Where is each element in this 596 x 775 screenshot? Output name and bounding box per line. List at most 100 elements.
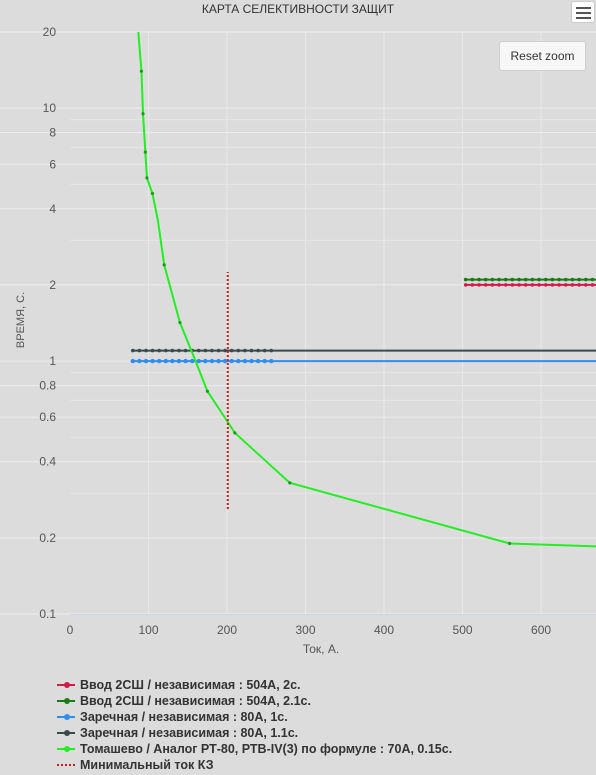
- series-1-marker: [517, 277, 521, 282]
- series-1-marker: [490, 277, 495, 282]
- series-4-marker: [141, 112, 145, 116]
- series-0-marker: [503, 283, 508, 287]
- series-3-marker: [262, 348, 267, 353]
- series-3-marker: [163, 348, 168, 353]
- series-2-marker: [216, 358, 221, 364]
- x-axis-title: Ток, А.: [303, 642, 339, 656]
- series-3-marker: [269, 348, 274, 353]
- series-0[interactable]: [463, 283, 596, 287]
- y-tick-label: 10: [43, 101, 57, 115]
- x-tick-label: 500: [453, 623, 473, 637]
- y-tick-label: 0.4: [39, 455, 56, 469]
- x-tick-label: 0: [67, 623, 74, 637]
- series-0-marker: [590, 283, 595, 287]
- legend-item-2[interactable]: Заречная / независимая : 80А, 1с.: [56, 709, 452, 725]
- reset-zoom-button[interactable]: Reset zoom: [499, 41, 586, 71]
- series-2-marker: [242, 358, 248, 364]
- series-0-marker: [550, 283, 555, 287]
- series-1[interactable]: [463, 277, 596, 282]
- x-tick-label: 400: [374, 623, 394, 637]
- series-2-marker: [183, 358, 188, 364]
- legend-item-1[interactable]: Ввод 2СШ / независимая : 504А, 2.1с.: [56, 693, 452, 709]
- legend-label: Томашево / Аналог РТ-80, РТВ-IV(3) по фо…: [80, 742, 453, 756]
- y-tick-label: 0.8: [39, 379, 56, 393]
- x-tick-label: 300: [296, 623, 316, 637]
- series-2-marker: [156, 358, 162, 364]
- series-3-marker: [249, 348, 254, 353]
- chart-plot-area: 0 100 200 300 400 500 600 0.1 0.2 0.4 0.6 0.8 1 2 4 6 8 1…: [0, 25, 596, 656]
- series-2-marker: [229, 358, 234, 364]
- series-2-marker: [189, 358, 195, 364]
- series-1-marker: [590, 277, 595, 282]
- series-2-marker: [222, 358, 228, 364]
- series-4[interactable]: [137, 31, 596, 548]
- series-1-marker: [550, 277, 555, 282]
- series-1-marker: [583, 277, 588, 282]
- x-tick-label: 100: [138, 623, 158, 637]
- series-4-marker: [139, 69, 144, 73]
- series-3-marker: [183, 348, 188, 353]
- series-3-marker: [256, 348, 260, 353]
- series-1-marker: [543, 277, 548, 282]
- legend-label: Заречная / независимая : 80А, 1.1с.: [80, 726, 299, 740]
- series-2-marker: [150, 358, 155, 364]
- series-1-marker: [577, 277, 581, 282]
- legend-item-5[interactable]: Минимальный ток КЗ: [56, 757, 452, 773]
- series-2-marker: [130, 358, 136, 364]
- y-axis-title: ВРЕМЯ, С.: [15, 292, 27, 348]
- series-1-marker: [537, 277, 541, 282]
- series-0-marker: [463, 283, 468, 287]
- series-1-marker: [503, 277, 508, 282]
- series-0-marker: [577, 283, 581, 287]
- x-tick-label: 200: [217, 623, 237, 637]
- series-2-marker: [269, 358, 274, 364]
- series-0-marker: [477, 283, 481, 287]
- series-2[interactable]: [130, 358, 596, 364]
- chart-title: КАРТА СЕЛЕКТИВНОСТИ ЗАЩИТ: [201, 2, 395, 16]
- series-1-marker: [530, 277, 535, 282]
- hamburger-menu-icon[interactable]: [571, 1, 595, 23]
- series-2-marker: [170, 358, 175, 364]
- series-1-marker: [483, 277, 488, 282]
- series-3-marker: [229, 348, 234, 353]
- series-1-marker: [510, 277, 515, 282]
- y-tick-label: 0.1: [39, 607, 56, 621]
- legend-item-3[interactable]: Заречная / независимая : 80А, 1.1с.: [56, 725, 452, 741]
- y-tick-label: 1: [49, 354, 56, 368]
- series-0-marker: [537, 283, 541, 287]
- series-4-marker: [145, 176, 149, 180]
- legend-item-4[interactable]: Томашево / Аналог РТ-80, РТВ-IV(3) по фо…: [56, 741, 452, 757]
- series-4-marker: [288, 481, 292, 485]
- series-2-marker: [236, 358, 241, 364]
- series-3-marker: [243, 348, 247, 353]
- x-tick-label: 600: [531, 623, 551, 637]
- series-3-marker: [196, 348, 201, 353]
- series-0-marker: [523, 283, 528, 287]
- series-0-marker: [483, 283, 488, 287]
- series-3-marker: [150, 348, 155, 353]
- legend-item-0[interactable]: Ввод 2СШ / независимая : 504А, 2с.: [56, 677, 452, 693]
- legend-symbol-icon: [56, 760, 78, 770]
- y-tick-label: 20: [43, 25, 57, 39]
- series-0-marker: [517, 283, 521, 287]
- series-2-marker: [262, 358, 267, 364]
- series-0-marker: [563, 283, 568, 287]
- series-0-marker: [557, 283, 561, 287]
- legend-label: Минимальный ток КЗ: [80, 758, 214, 772]
- series-0-marker: [510, 283, 515, 287]
- series-2-marker: [203, 358, 208, 364]
- series-3-marker: [223, 348, 227, 353]
- y-tick-label: 6: [49, 157, 56, 171]
- series-4-marker: [508, 541, 512, 546]
- series-4-marker: [205, 389, 209, 393]
- legend-symbol-icon: [56, 728, 78, 738]
- series-1-marker: [557, 277, 561, 282]
- series-3[interactable]: [131, 348, 596, 353]
- series-3-marker: [216, 348, 221, 353]
- y-tick-label: 0.2: [39, 531, 56, 545]
- chart-legend: Ввод 2СШ / независимая : 504А, 2с. Ввод 2…: [56, 677, 452, 773]
- series-1-marker: [523, 277, 528, 282]
- series-2-marker: [249, 358, 254, 364]
- series-1-marker: [563, 277, 568, 282]
- series-3-marker: [157, 348, 161, 353]
